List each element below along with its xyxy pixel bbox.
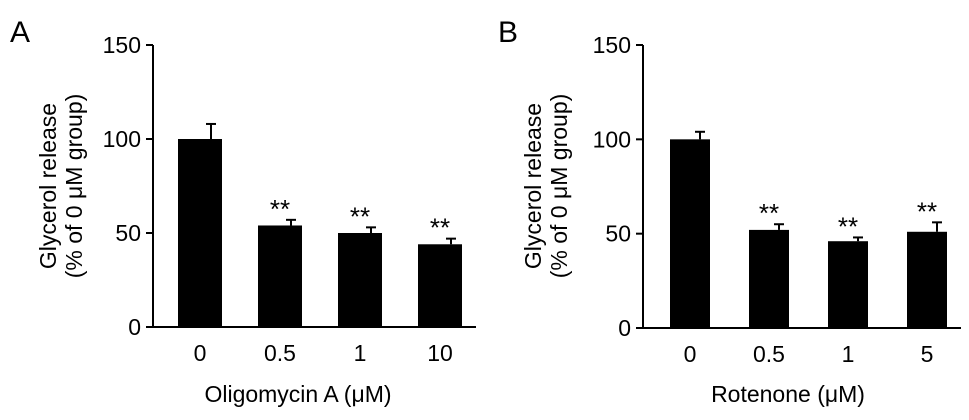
bar (258, 225, 302, 327)
y-tick-label: 50 (605, 221, 631, 247)
bar (670, 139, 710, 328)
y-tick-label: 0 (128, 314, 141, 340)
significance-marker: ** (838, 211, 858, 241)
x-tick-label: 5 (921, 341, 934, 367)
x-tick-label: 0.5 (753, 341, 785, 367)
y-axis-label-line1: Glycerol release (520, 103, 546, 269)
x-tick-label: 10 (427, 340, 453, 366)
y-tick-label: 100 (103, 126, 141, 152)
y-tick-label: 150 (103, 32, 141, 58)
significance-marker: ** (350, 201, 370, 231)
y-axis-label-line2: (% of 0 μM group) (546, 94, 572, 279)
y-tick-label: 150 (593, 32, 631, 58)
y-tick-label: 0 (618, 315, 631, 341)
panel-b: B Glycerol release (% of 0 μM group) Rot… (498, 16, 961, 407)
x-axis-label: Rotenone (μM) (711, 381, 865, 407)
bar (749, 229, 789, 328)
panel-label: B (498, 16, 518, 49)
x-tick-label: 1 (354, 340, 367, 366)
plot-area: 0 50 100 150 0 0.5 ** 1 ** 5 ** (593, 32, 961, 367)
significance-marker: ** (917, 196, 937, 226)
x-tick-label: 1 (842, 341, 855, 367)
y-axis-label-line1: Glycerol release (35, 103, 61, 269)
y-tick-label: 50 (115, 220, 141, 246)
x-tick-label: 0.5 (264, 340, 296, 366)
bar (178, 139, 222, 327)
panel-a: A Glycerol release (% of 0 μM group) Oli… (10, 16, 476, 407)
significance-marker: ** (759, 198, 779, 228)
x-axis-label: Oligomycin A (μM) (204, 381, 391, 407)
significance-marker: ** (430, 213, 450, 243)
bar (907, 231, 947, 328)
bar (828, 241, 868, 328)
y-tick-label: 100 (593, 126, 631, 152)
panel-label: A (10, 16, 30, 49)
bar (338, 233, 382, 327)
plot-area: 0 50 100 150 0 0.5 ** 1 ** 10 ** (103, 32, 476, 366)
y-axis-label-line2: (% of 0 μM group) (61, 94, 87, 279)
x-tick-label: 0 (684, 341, 697, 367)
significance-marker: ** (270, 194, 290, 224)
x-tick-label: 0 (194, 340, 207, 366)
bar (418, 244, 462, 327)
